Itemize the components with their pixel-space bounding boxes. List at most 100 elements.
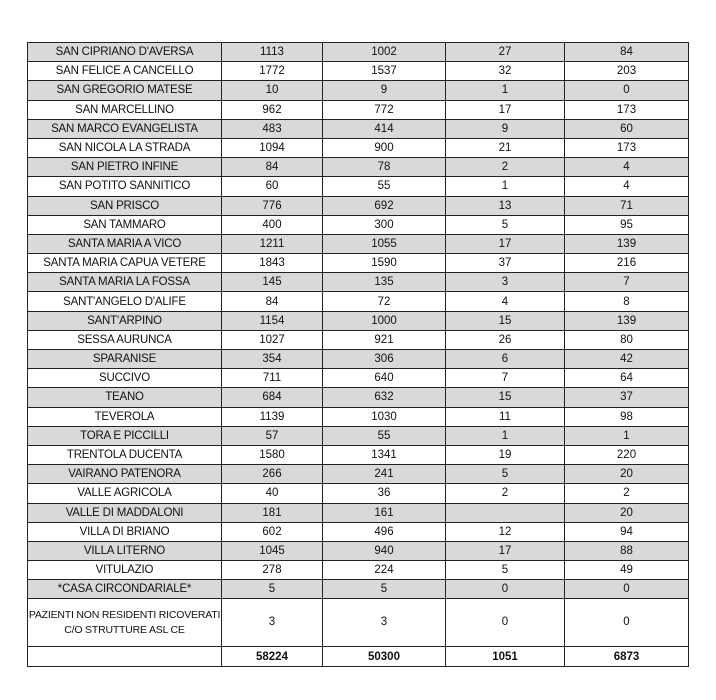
cell-col-1: 1211	[221, 233, 323, 255]
cell-col-2: 640	[322, 368, 446, 389]
cell-col-1: 1843	[221, 253, 323, 274]
table-row: SAN POTITO SANNITICO 60 55 1 4	[27, 176, 689, 197]
cell-col-1: 602	[221, 521, 323, 542]
table-row: VALLE AGRICOLA 40 36 2 2	[27, 483, 689, 504]
cell-col-3: 4	[445, 291, 565, 312]
cell-col-1: 3	[221, 598, 323, 648]
cell-col-4: 0	[564, 598, 689, 648]
cell-name: SAN POTITO SANNITICO	[27, 176, 222, 197]
cell-col-2: 692	[322, 195, 446, 216]
cell-col-2: 772	[322, 99, 446, 120]
cell-name: SAN MARCELLINO	[27, 99, 222, 120]
cell-col-2: 1030	[322, 406, 446, 427]
cell-col-2: 414	[322, 118, 446, 139]
cell-col-4: 88	[564, 540, 689, 562]
cell-name: VILLA DI BRIANO	[27, 521, 222, 542]
cell-col-1: 278	[221, 560, 323, 581]
cell-col-4: 7	[564, 272, 689, 293]
cell-col-2: 900	[322, 137, 446, 159]
cell-col-3: 15	[445, 310, 565, 331]
cell-col-3: 17	[445, 233, 565, 255]
cell-name: VILLA LITERNO	[27, 540, 222, 562]
cell-col-4: 49	[564, 560, 689, 581]
cell-col-2: 1537	[322, 61, 446, 82]
table-row: SAN TAMMARO 400 300 5 95	[27, 214, 689, 235]
cell-col-1: 1580	[221, 444, 323, 466]
cell-col-1: 962	[221, 99, 323, 120]
cell-col-4: 37	[564, 387, 689, 408]
cell-col-3: 2	[445, 157, 565, 178]
cell-col-1: 1772	[221, 61, 323, 82]
cell-col-2: 1341	[322, 444, 446, 466]
table-row: TEANO 684 632 15 37	[27, 387, 689, 408]
cell-col-2: 5	[322, 579, 446, 600]
cell-name: TEANO	[27, 387, 222, 408]
cell-name: SESSA AURUNCA	[27, 329, 222, 351]
cell-col-3: 1	[445, 80, 565, 101]
table-row: SANT'ANGELO D'ALIFE 84 72 4 8	[27, 291, 689, 312]
cell-col-3: 21	[445, 137, 565, 159]
table-row: VILLA DI BRIANO 602 496 12 94	[27, 521, 689, 542]
cell-col-1: 711	[221, 368, 323, 389]
cell-col-4: 173	[564, 99, 689, 120]
cell-name: SANT'ARPINO	[27, 310, 222, 331]
cell-name: TRENTOLA DUCENTA	[27, 444, 222, 466]
cell-col-1: 1027	[221, 329, 323, 351]
cell-name: SAN PRISCO	[27, 195, 222, 216]
table-row: SANTA MARIA A VICO 1211 1055 17 139	[27, 233, 689, 255]
cell-col-1: 181	[221, 502, 323, 523]
cell-col-3: 32	[445, 61, 565, 82]
cell-name: SANTA MARIA LA FOSSA	[27, 272, 222, 293]
cell-col-4: 2	[564, 483, 689, 504]
table-row: SANTA MARIA LA FOSSA 145 135 3 7	[27, 272, 689, 293]
cell-col-1: 40	[221, 483, 323, 504]
cell-col-3: 5	[445, 464, 565, 485]
cell-name: SANT'ANGELO D'ALIFE	[27, 291, 222, 312]
cell-name: PAZIENTI NON RESIDENTI RICOVERATI C/O ST…	[27, 598, 222, 648]
table-row: SPARANISE 354 306 6 42	[27, 348, 689, 370]
cell-col-4: 20	[564, 464, 689, 485]
cell-name: VITULAZIO	[27, 560, 222, 581]
table-row: SAN MARCO EVANGELISTA 483 414 9 60	[27, 118, 689, 139]
cell-col-1: 5	[221, 579, 323, 600]
cell-col-4: 8	[564, 291, 689, 312]
cell-col-2: 36	[322, 483, 446, 504]
cell-name: TEVEROLA	[27, 406, 222, 427]
cell-col-1: 684	[221, 387, 323, 408]
cell-col-2: 3	[322, 598, 446, 648]
cell-col-2: 1590	[322, 253, 446, 274]
cell-col-2: 72	[322, 291, 446, 312]
table-row: SAN MARCELLINO 962 772 17 173	[27, 99, 689, 120]
cell-col-3: 0	[445, 598, 565, 648]
table-row: VITULAZIO 278 224 5 49	[27, 560, 689, 581]
cell-name: *CASA CIRCONDARIALE*	[27, 579, 222, 600]
data-table: SAN CIPRIANO D'AVERSA 1113 1002 27 84 SAN FEL…	[27, 41, 689, 667]
cell-col-2: 496	[322, 521, 446, 542]
cell-col-3: 1	[445, 176, 565, 197]
table-row: SANT'ARPINO 1154 1000 15 139	[27, 310, 689, 331]
cell-col-4: 64	[564, 368, 689, 389]
cell-col-3: 2	[445, 483, 565, 504]
cell-col-4: 139	[564, 233, 689, 255]
cell-col-4: 84	[564, 41, 689, 63]
cell-col-1: 1154	[221, 310, 323, 331]
table-row: PAZIENTI NON RESIDENTI RICOVERATI C/O ST…	[27, 598, 689, 648]
cell-col-2: 78	[322, 157, 446, 178]
cell-col-4: 139	[564, 310, 689, 331]
cell-col-1: 776	[221, 195, 323, 216]
cell-name: SAN CIPRIANO D'AVERSA	[27, 41, 222, 63]
cell-col-1: 1113	[221, 41, 323, 63]
table-row: SAN PRISCO 776 692 13 71	[27, 195, 689, 216]
cell-col-2: 1000	[322, 310, 446, 331]
cell-col-4: 173	[564, 137, 689, 159]
cell-col-4: 95	[564, 214, 689, 235]
cell-col-3: 1	[445, 425, 565, 446]
cell-col-1: 10	[221, 80, 323, 101]
table-row: TORA E PICCILLI 57 55 1 1	[27, 425, 689, 446]
cell-col-3: 15	[445, 387, 565, 408]
cell-name: SANTA MARIA CAPUA VETERE	[27, 253, 222, 274]
cell-col-1: 483	[221, 118, 323, 139]
cell-col-1: 60	[221, 176, 323, 197]
table-row: SESSA AURUNCA 1027 921 26 80	[27, 329, 689, 351]
table-row: SANTA MARIA CAPUA VETERE 1843 1590 37 216	[27, 253, 689, 274]
